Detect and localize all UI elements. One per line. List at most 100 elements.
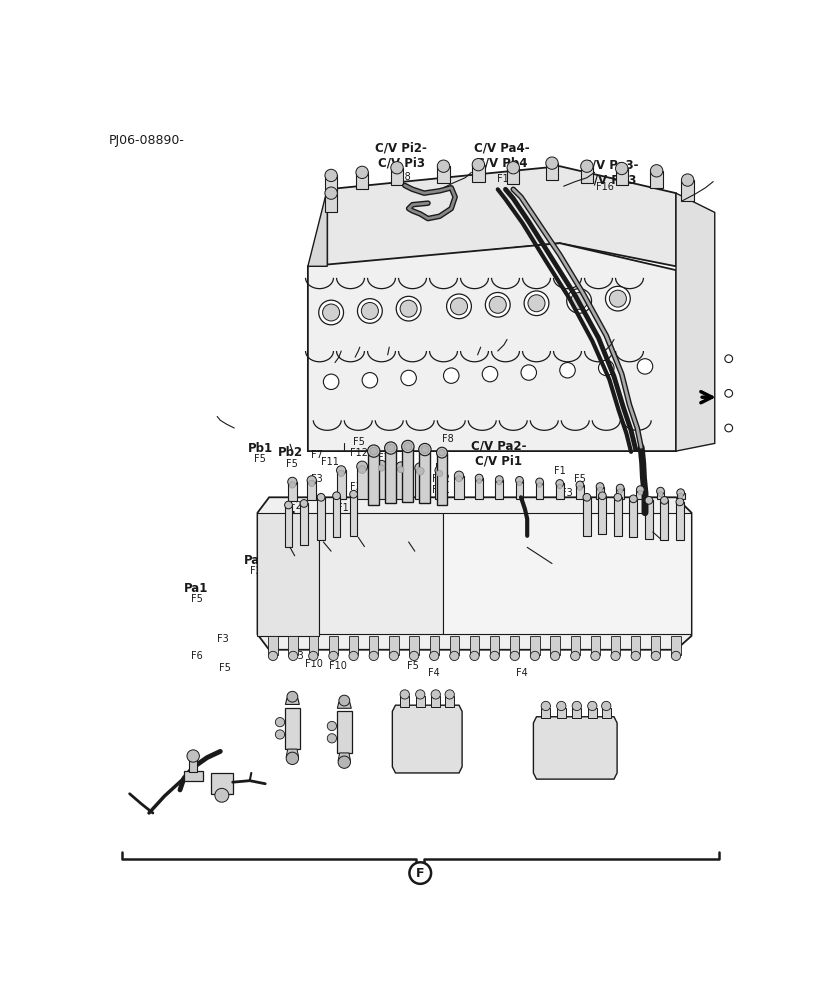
- Circle shape: [387, 444, 394, 452]
- Polygon shape: [288, 636, 297, 655]
- Text: F10: F10: [328, 661, 346, 671]
- Circle shape: [517, 481, 521, 486]
- Polygon shape: [570, 636, 579, 655]
- Polygon shape: [437, 166, 449, 183]
- Text: F13: F13: [329, 564, 347, 574]
- Circle shape: [396, 462, 405, 471]
- Text: F11: F11: [431, 485, 449, 495]
- Polygon shape: [396, 466, 405, 499]
- Polygon shape: [616, 488, 623, 499]
- Circle shape: [681, 174, 693, 186]
- Circle shape: [446, 294, 471, 319]
- Circle shape: [618, 489, 622, 493]
- Polygon shape: [349, 494, 357, 536]
- Polygon shape: [257, 513, 319, 636]
- Circle shape: [338, 695, 349, 706]
- Circle shape: [476, 479, 481, 483]
- Circle shape: [523, 291, 548, 316]
- Circle shape: [409, 651, 419, 661]
- Circle shape: [286, 752, 298, 764]
- Circle shape: [472, 158, 484, 171]
- Circle shape: [420, 446, 428, 453]
- Circle shape: [443, 368, 459, 383]
- Circle shape: [400, 690, 409, 699]
- Polygon shape: [307, 189, 327, 266]
- Circle shape: [378, 465, 384, 471]
- Text: F15: F15: [496, 174, 514, 184]
- Circle shape: [400, 370, 416, 386]
- Polygon shape: [645, 500, 652, 539]
- Circle shape: [671, 651, 680, 661]
- Circle shape: [415, 690, 424, 699]
- Text: F6: F6: [191, 651, 202, 661]
- Polygon shape: [183, 771, 203, 781]
- Circle shape: [636, 359, 652, 374]
- Circle shape: [327, 734, 336, 743]
- Text: F5: F5: [453, 540, 465, 550]
- Polygon shape: [530, 636, 539, 655]
- Polygon shape: [369, 636, 378, 655]
- Polygon shape: [419, 450, 430, 503]
- Circle shape: [601, 701, 610, 711]
- Circle shape: [358, 466, 365, 473]
- Text: F3: F3: [351, 566, 364, 576]
- Polygon shape: [506, 168, 518, 184]
- Polygon shape: [659, 500, 667, 540]
- Circle shape: [434, 466, 444, 475]
- Text: F5: F5: [352, 437, 364, 447]
- Circle shape: [436, 447, 447, 458]
- Text: Pa3: Pa3: [288, 556, 313, 569]
- Polygon shape: [437, 453, 446, 505]
- Text: F2: F2: [290, 501, 302, 511]
- Text: F10: F10: [304, 659, 322, 669]
- Text: F12: F12: [431, 474, 449, 484]
- Polygon shape: [337, 753, 350, 761]
- Circle shape: [322, 304, 339, 321]
- Text: Pb9: Pb9: [465, 530, 491, 543]
- Circle shape: [438, 450, 445, 456]
- Circle shape: [445, 690, 454, 699]
- Circle shape: [566, 289, 590, 313]
- Text: F8: F8: [399, 172, 410, 182]
- Polygon shape: [368, 451, 378, 505]
- Text: F16: F16: [595, 182, 613, 192]
- Text: F5: F5: [414, 540, 426, 550]
- Circle shape: [656, 487, 663, 495]
- Text: Pb8: Pb8: [446, 530, 472, 543]
- Polygon shape: [490, 636, 499, 655]
- Circle shape: [284, 501, 292, 509]
- Circle shape: [570, 292, 587, 309]
- Circle shape: [556, 701, 565, 711]
- Circle shape: [389, 651, 398, 661]
- Polygon shape: [445, 696, 454, 707]
- Circle shape: [636, 486, 644, 493]
- Polygon shape: [349, 636, 358, 655]
- Circle shape: [536, 483, 541, 487]
- Text: C/V Pi2-
C/V Pi3: C/V Pi2- C/V Pi3: [375, 142, 427, 170]
- Circle shape: [527, 295, 545, 312]
- Circle shape: [575, 481, 583, 489]
- Text: Pa7: Pa7: [459, 556, 482, 569]
- Circle shape: [676, 489, 684, 497]
- Polygon shape: [675, 193, 714, 451]
- Text: Pa1: Pa1: [184, 582, 209, 595]
- Text: F3: F3: [292, 651, 304, 661]
- Circle shape: [275, 718, 284, 727]
- Polygon shape: [391, 168, 403, 185]
- Text: F1: F1: [337, 503, 348, 513]
- Text: Pi3: Pi3: [428, 530, 449, 543]
- Polygon shape: [287, 482, 296, 501]
- Circle shape: [287, 691, 297, 702]
- Circle shape: [323, 374, 338, 389]
- Polygon shape: [324, 193, 337, 212]
- Polygon shape: [541, 708, 550, 718]
- Circle shape: [367, 445, 379, 457]
- Text: F5: F5: [219, 663, 230, 673]
- Polygon shape: [324, 175, 337, 193]
- Text: F5: F5: [406, 661, 418, 671]
- Polygon shape: [284, 505, 292, 547]
- Text: F5: F5: [574, 474, 586, 484]
- Text: C/V Pa2-
C/V Pi1: C/V Pa2- C/V Pi1: [470, 440, 526, 468]
- Circle shape: [475, 474, 482, 482]
- Circle shape: [604, 286, 630, 311]
